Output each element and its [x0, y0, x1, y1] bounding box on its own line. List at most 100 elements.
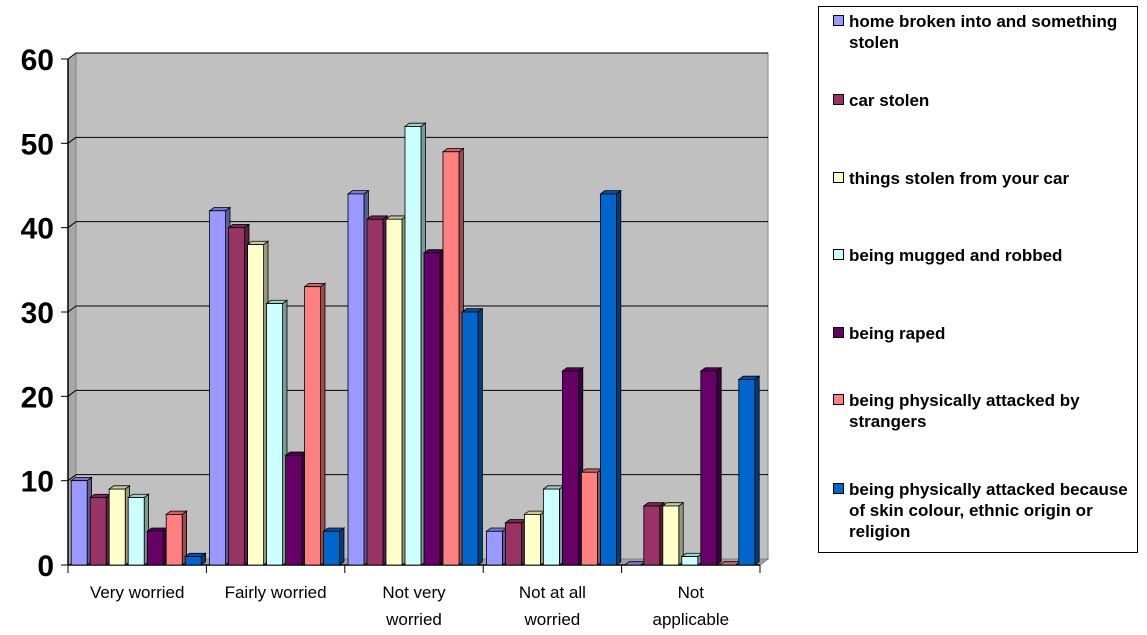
x-tick-label: Not applicable: [653, 583, 730, 629]
bar-front: [366, 218, 384, 566]
bar-side: [477, 307, 483, 566]
bar-front: [562, 370, 579, 566]
legend-item: being raped: [833, 323, 1133, 344]
bars: [69, 122, 761, 566]
bar-side: [339, 527, 345, 566]
bar: [183, 552, 207, 566]
bar-front: [146, 530, 164, 566]
bar: [737, 375, 761, 566]
bar: [403, 122, 427, 566]
bar: [365, 215, 389, 566]
bar: [580, 468, 603, 566]
bar: [284, 451, 308, 566]
x-tick-label: Not at all worried: [519, 583, 586, 629]
bar-front: [347, 193, 365, 566]
legend-label: car stolen: [849, 91, 930, 110]
bar-front: [247, 244, 265, 566]
bar: [441, 147, 465, 566]
bar: [69, 476, 93, 566]
bar-chart: 0 10 20 30 40 50 60 Very worried Fairly worried N…: [21, 44, 770, 629]
legend-item: car stolen: [833, 90, 1133, 111]
bar-front: [89, 497, 107, 566]
bar: [145, 527, 169, 566]
bar-front: [662, 505, 680, 566]
bar-front: [485, 530, 503, 566]
bar: [322, 527, 346, 566]
bar: [699, 366, 723, 566]
bar: [422, 248, 446, 566]
bar-side: [616, 189, 622, 566]
bar-front: [304, 286, 322, 566]
legend-label: things stolen from your car: [849, 169, 1070, 188]
bar-front: [543, 488, 560, 566]
legend-label: being mugged and robbed: [849, 246, 1063, 265]
bar: [303, 282, 327, 566]
bar: [227, 223, 251, 566]
bar: [126, 493, 150, 566]
legend-swatch: [833, 327, 844, 338]
legend-swatch: [833, 15, 844, 26]
legend-label: being physically attacked because of ski…: [849, 480, 1128, 541]
y-tick-label: 20: [21, 381, 54, 414]
bar-front: [524, 514, 541, 566]
bar: [384, 215, 408, 566]
bar-front: [228, 227, 246, 566]
legend-item: things stolen from your car: [833, 168, 1133, 189]
bar: [642, 501, 666, 566]
legend-item: being physically attacked by strangers: [833, 390, 1133, 432]
bar: [108, 484, 131, 566]
gridline: [67, 305, 77, 313]
x-tick-label: Very worried: [90, 583, 184, 602]
bar: [485, 527, 508, 566]
x-tick-label: Not very worried: [382, 583, 446, 629]
legend-item: being mugged and robbed: [833, 245, 1133, 266]
plot-area: 0 10 20 30 40 50 60 Very worried Fairly worried N…: [21, 44, 770, 629]
bar-front: [184, 556, 202, 566]
bar-front: [323, 530, 341, 566]
bar-front: [385, 218, 403, 566]
bar-front: [700, 370, 718, 566]
bar: [346, 189, 370, 566]
x-tick-label: Fairly worried: [225, 583, 327, 602]
bar: [542, 484, 565, 566]
legend-label: being raped: [849, 324, 946, 343]
y-tick-label: 40: [21, 213, 54, 246]
bar: [599, 189, 622, 566]
bar-front: [127, 497, 145, 566]
y-tick-label: 50: [21, 128, 54, 161]
bar-front: [165, 514, 183, 566]
bar-front: [209, 210, 227, 566]
legend-swatch: [833, 172, 844, 183]
legend-swatch: [833, 249, 844, 260]
bar-front: [600, 193, 617, 566]
bar: [88, 493, 112, 566]
gridline: [67, 389, 77, 397]
bar-front: [266, 303, 284, 566]
legend-swatch: [833, 483, 844, 494]
y-tick-label: 60: [21, 44, 54, 77]
legend-label: home broken into and something stolen: [849, 12, 1118, 52]
bar: [561, 366, 584, 566]
bar-front: [404, 126, 422, 566]
legend-item: home broken into and something stolen: [833, 11, 1133, 53]
legend-item: being physically attacked because of ski…: [833, 479, 1133, 542]
bar-front: [70, 480, 88, 566]
bar: [460, 307, 484, 566]
bar-front: [442, 151, 460, 566]
legend: home broken into and something stolen ca…: [818, 6, 1138, 553]
bar: [523, 510, 546, 566]
bar: [246, 240, 270, 566]
gridline: [67, 221, 77, 229]
gridline: [67, 136, 77, 144]
legend-label: being physically attacked by strangers: [849, 391, 1080, 431]
bar-front: [423, 252, 441, 566]
bar: [680, 552, 704, 566]
bar: [208, 206, 232, 566]
bar-front: [108, 488, 126, 566]
bar-side: [716, 366, 722, 566]
y-tick-label: 0: [37, 550, 54, 583]
bar: [504, 518, 527, 566]
gridline: [67, 474, 77, 482]
gridline: [67, 52, 77, 60]
y-tick-label: 10: [21, 466, 54, 499]
